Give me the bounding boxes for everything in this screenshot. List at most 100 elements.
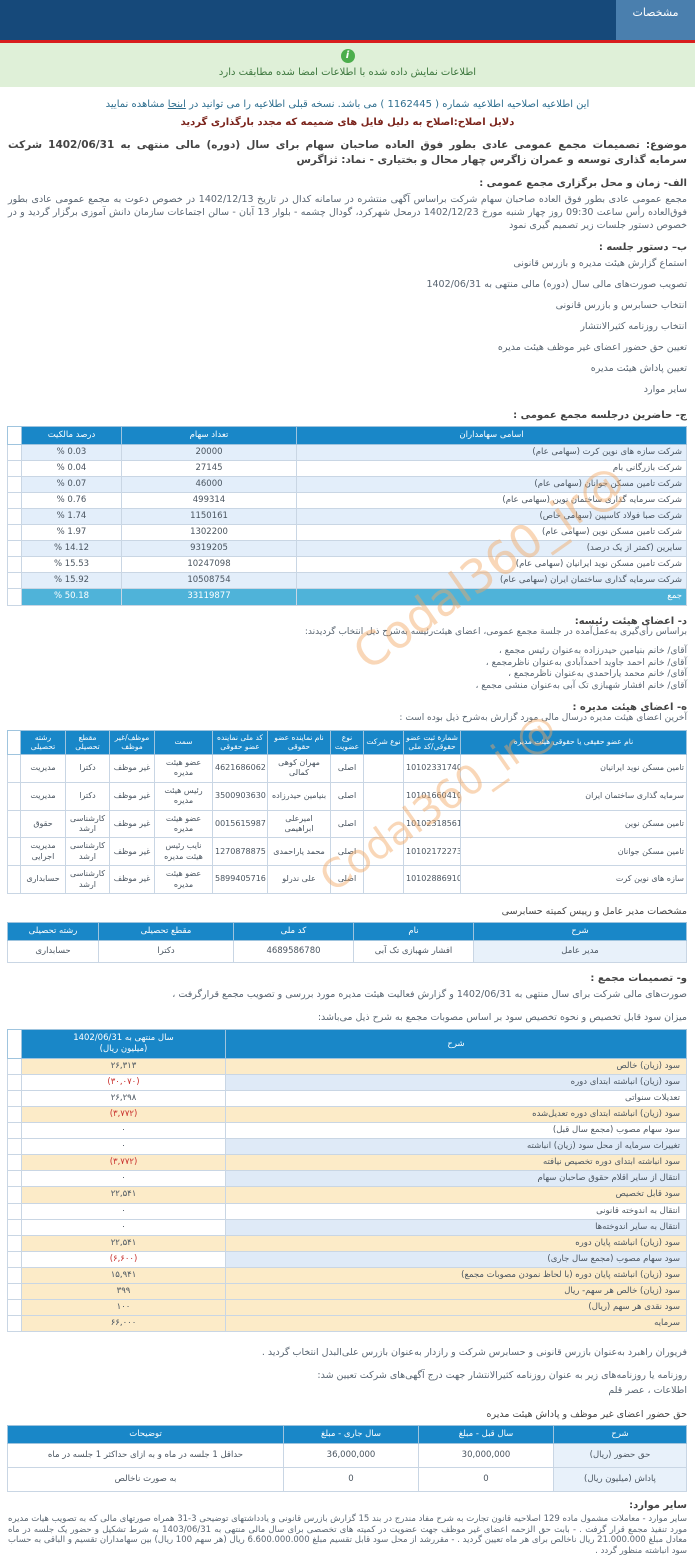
other-matters-paragraph: سایر موارد - معاملات مشمول ماده 129 اصلا… <box>8 1514 688 1556</box>
presidium-list: آقای/ خانم بنیامین حیدرزاده به‌عنوان رئی… <box>0 646 695 692</box>
tab-specifications[interactable]: مشخصات <box>616 0 695 40</box>
col-fee-description: شرح <box>553 1424 687 1444</box>
company-type-cell <box>363 754 404 783</box>
decisions-paragraph-2: میزان سود قابل تخصیص و نحوه تخصیص سود بر… <box>317 1012 687 1024</box>
top-navigation-bar: مشخصات <box>0 0 695 40</box>
fee-description-cell: حق حضور (ریال) <box>553 1442 687 1469</box>
spacer-cell <box>7 460 22 478</box>
spacer-cell <box>7 1170 22 1188</box>
membership-type-cell: اصلی <box>330 781 364 811</box>
col-field: رشته تحصیلی <box>7 921 99 941</box>
field-cell: مدیریت <box>20 754 66 783</box>
profit-row: سود سهام مصوب (مجمع سال جاری) (۶,۶۰۰) <box>7 1250 687 1268</box>
revision-notice-tail: مشاهده نمایید <box>105 99 165 110</box>
col-position: سمت <box>154 729 213 756</box>
col-previous-year-amount: سال قبل - مبلغ <box>418 1424 554 1444</box>
spacer-cell <box>7 1266 22 1284</box>
profit-item-value-cell: (۳,۷۷۲) <box>21 1154 226 1172</box>
ceo-table: شرح نام کد ملی مقطع تحصیلی رشته تحصیلی م… <box>7 921 687 964</box>
board-member-row: سرمایه گذاری ساختمان ایران 10101660410 ا… <box>7 781 687 811</box>
total-percent-cell: % 50.18 <box>21 588 122 606</box>
representative-id-cell: 3500903630 <box>212 781 268 811</box>
field-cell: حسابداری <box>20 865 66 894</box>
ownership-percent-cell: % 1.74 <box>21 508 122 526</box>
spacer-cell <box>7 1138 22 1156</box>
shareholders-header-row: اسامی سهامداران تعداد سهام درصد مالکیت <box>7 425 687 446</box>
profit-row: سود قابل تخصیص ۲۲,۵۴۱ <box>7 1186 687 1204</box>
spacer-cell <box>7 1090 22 1108</box>
board-member-row: سازه های نوین کرت 10102886910 اصلی علی ن… <box>7 865 687 894</box>
member-name-cell: سرمایه گذاری ساختمان ایران <box>460 781 687 811</box>
profit-item-label-cell: سود انباشته ابتدای دوره تخصیص نیافته <box>225 1154 687 1172</box>
fees-caption: حق حضور اعضای غیر موظف و پاداش هیئت مدیر… <box>486 1408 687 1420</box>
presidium-member: آقای/ خانم محمد یاراحمدی به‌عنوان ناظرمج… <box>508 669 687 680</box>
spacer-cell <box>7 1282 22 1300</box>
spacer-cell <box>7 1074 22 1092</box>
profit-item-value-cell: ۲۶,۳۱۳ <box>21 1058 226 1076</box>
registration-id-cell: 10102172273 <box>403 837 461 867</box>
fee-row: حق حضور (ریال) 30,000,000 36,000,000 حدا… <box>7 1442 687 1469</box>
company-type-cell <box>363 781 404 811</box>
board-table: نام عضو حقیقی یا حقوقی هیئت مدیره شمارة … <box>7 729 687 894</box>
position-cell: رئیس هیئت مدیره <box>154 781 213 811</box>
degree-cell: کارشناسی ارشد <box>65 865 110 894</box>
shareholder-row: شرکت صبا فولاد کاسپین (سهامی خاص) 115016… <box>7 508 687 526</box>
position-cell: عضو هیئت مدیره <box>154 865 213 894</box>
spacer-cell <box>7 492 22 510</box>
profit-item-value-cell: ۰ <box>21 1170 226 1188</box>
profit-row: سود سهام مصوب (مجمع سال قبل) ۰ <box>7 1122 687 1140</box>
col-registration-id: شمارة ثبت عضو حقوقی/کد ملی <box>403 729 461 756</box>
previous-version-link[interactable]: اینجا <box>167 99 186 110</box>
ceo-degree-cell: دکترا <box>98 939 234 964</box>
col-degree: مقطع تحصیلی <box>98 921 234 941</box>
ownership-percent-cell: % 1.97 <box>21 524 122 542</box>
col-member-name: نام عضو حقیقی یا حقوقی هیئت مدیره <box>460 729 687 756</box>
agenda-item: سایر موارد <box>643 384 687 395</box>
section-title-agenda: ب– دستور جلسه : <box>598 242 687 253</box>
announcement-subject: موضوع: تصمیمات مجمع عمومی عادی بطور فوق … <box>8 139 688 166</box>
fees-header-row: شرح سال قبل - مبلغ سال جاری - مبلغ توضیح… <box>7 1424 687 1444</box>
board-intro: آخرین اعضای هیئت مدیره درسال مالی مورد گ… <box>399 713 687 724</box>
ownership-percent-cell: % 0.07 <box>21 476 122 494</box>
col-membership-type: نوع عضویت <box>330 729 364 756</box>
board-member-row: تامین مسکن نوین 10102318561 اصلی امیرعلی… <box>7 809 687 839</box>
ownership-percent-cell: % 15.92 <box>21 572 122 590</box>
profit-item-value-cell: ۰ <box>21 1202 226 1220</box>
share-count-cell: 20000 <box>121 444 297 462</box>
representative-name-cell: محمد یاراحمدی <box>267 837 331 867</box>
col-representative-id: کد ملی نماینده عضو حقوقی <box>212 729 268 756</box>
section-title-presidium: د- اعضای هیئت رئیسه: <box>574 615 687 627</box>
profit-row: سرمایه ۶۶,۰۰۰ <box>7 1314 687 1332</box>
position-cell: عضو هیئت مدیره <box>154 809 213 839</box>
current-year-amount-cell: 0 <box>283 1466 419 1493</box>
profit-row: انتقال به اندوخته قانونی ۰ <box>7 1202 687 1220</box>
degree-cell: کارشناسی ارشد <box>65 809 110 839</box>
profit-item-label-cell: سود (زیان) انباشته ابتدای دوره <box>225 1074 687 1092</box>
correction-reason: دلایل اصلاح:اصلاح به دلیل فایل های ضمیمه… <box>180 117 515 128</box>
decisions-paragraph-1: صورت‌های مالی شرکت برای سال منتهی به 140… <box>172 989 687 1001</box>
spacer-cell <box>7 865 21 894</box>
registration-id-cell: 10101660410 <box>403 781 461 811</box>
col-current-year-amount: سال جاری - مبلغ <box>283 1424 419 1444</box>
presidium-member: آقای/ خانم احمد جاوید احمدآبادی به‌عنوان… <box>485 657 687 668</box>
spacer-cell <box>7 572 22 590</box>
shareholder-name-cell: شرکت تامین مسکن نوین (سهامی عام) <box>296 524 687 542</box>
col-spacer <box>7 1029 22 1060</box>
share-count-cell: 46000 <box>121 476 297 494</box>
spacer-cell <box>7 588 22 606</box>
previous-year-amount-cell: 30,000,000 <box>418 1442 554 1469</box>
profit-header-row: شرح سال منتهی به 1402/06/31 (میلیون ریال… <box>7 1029 687 1060</box>
spacer-cell <box>7 1298 22 1316</box>
share-count-cell: 10508754 <box>121 572 297 590</box>
profit-item-label-cell: سود سهام مصوب (مجمع سال جاری) <box>225 1250 687 1268</box>
company-type-cell <box>363 809 404 839</box>
membership-type-cell: اصلی <box>330 809 364 839</box>
col-description: شرح <box>473 921 687 941</box>
fee-notes-cell: به صورت ناخالص <box>7 1466 284 1493</box>
spacer-cell <box>7 444 22 462</box>
profit-item-value-cell: ۲۲,۵۴۱ <box>21 1186 226 1204</box>
registration-id-cell: 10102886910 <box>403 865 461 894</box>
profit-item-label-cell: تغییرات سرمایه از محل سود (زیان) انباشته <box>225 1138 687 1156</box>
presidium-member: آقای/ خانم افشار شهبازی تک آبی به‌عنوان … <box>475 680 687 691</box>
